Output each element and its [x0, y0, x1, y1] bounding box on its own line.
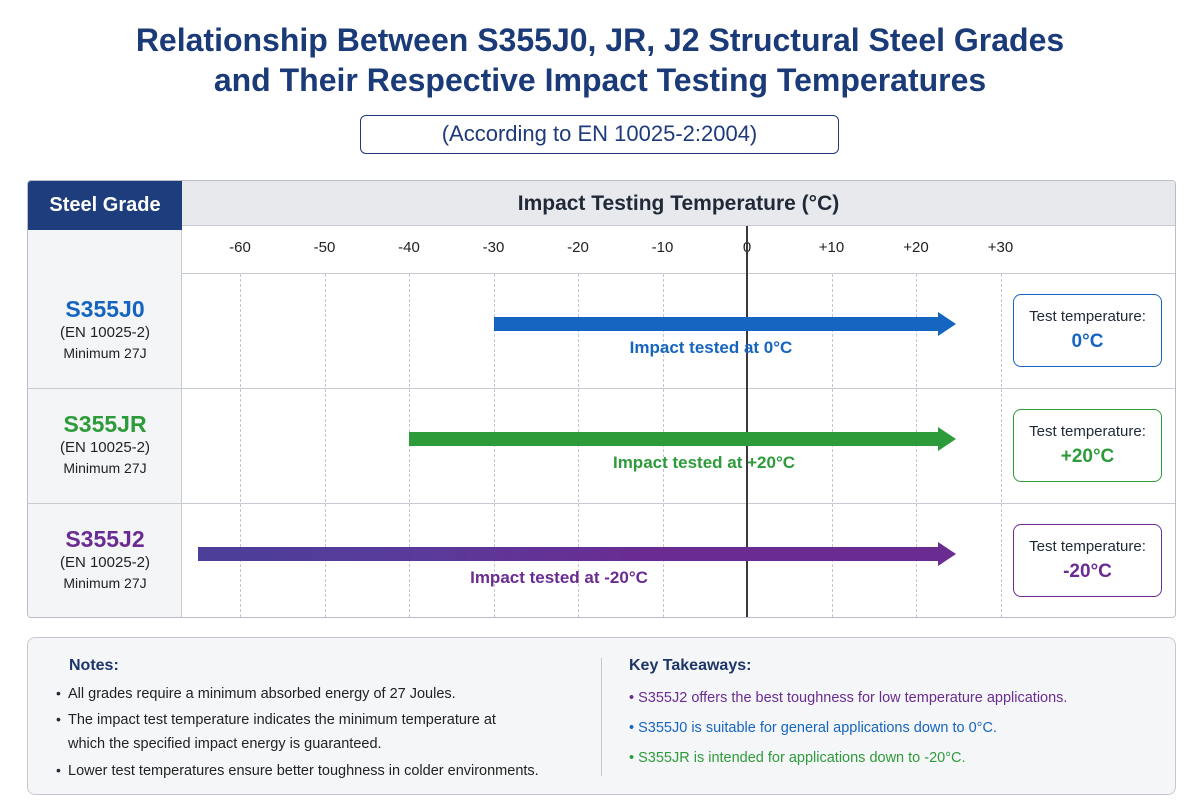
arrow-head: [938, 427, 956, 451]
tick-label: +20: [903, 239, 929, 256]
notes-heading: Notes:: [69, 657, 119, 674]
notes-panel: Notes: • All grades require a minimum ab…: [27, 637, 1176, 795]
note-item: All grades require a minimum absorbed en…: [68, 686, 456, 702]
zero-line: [746, 226, 748, 617]
bullet-icon: •: [56, 685, 61, 701]
title-line-1: Relationship Between S355J0, JR, J2 Stru…: [135, 22, 1065, 58]
arrow-shaft: [493, 317, 940, 331]
row-separator: [28, 388, 1175, 389]
bullet-icon: •: [56, 711, 61, 727]
takeaway-text: S355J2 offers the best toughness for low…: [638, 690, 1068, 706]
test-temperature-label: Test temperature:: [1029, 538, 1146, 555]
gridline: [324, 274, 326, 617]
grade-name: S355JR: [63, 411, 147, 437]
test-temperature-box: Test temperature: +20°C: [1013, 409, 1162, 482]
impact-label: Impact tested at 0°C: [629, 338, 793, 357]
test-temperature-label: Test temperature:: [1029, 423, 1146, 440]
tick-label: +30: [987, 239, 1014, 256]
title-line-2: and Their Respective Impact Testing Temp…: [213, 62, 987, 98]
grade-column: [28, 230, 182, 617]
test-temperature-box: Test temperature: 0°C: [1013, 294, 1162, 367]
bullet-icon: •: [56, 762, 61, 778]
impact-arrow: [197, 542, 956, 566]
bullet-icon: •: [629, 720, 639, 736]
tick-separator: [182, 273, 1175, 274]
grade-standard: (EN 10025-2): [59, 554, 151, 571]
impact-arrow: [409, 427, 956, 451]
grade-minimum: Minimum 27J: [63, 345, 147, 361]
note-item: Lower test temperatures ensure better to…: [68, 763, 539, 779]
gridline: [240, 274, 241, 617]
tick-label: -50: [313, 239, 336, 256]
takeaway-item: • S355JR is intended for applications do…: [629, 747, 966, 769]
takeaway-text: S355JR is intended for applications down…: [638, 750, 966, 766]
grade-standard: (EN 10025-2): [59, 439, 151, 456]
test-temperature-box: Test temperature: -20°C: [1013, 524, 1162, 597]
impact-arrow: [493, 312, 956, 336]
tick-label: -20: [567, 239, 589, 256]
tick-label: -40: [398, 239, 420, 256]
grade-header: Steel Grade: [28, 181, 182, 230]
arrow-head: [938, 312, 956, 336]
test-temperature-label: Test temperature:: [1029, 308, 1146, 325]
takeaway-text: S355J0 is suitable for general applicati…: [638, 720, 997, 736]
grade-cell: S355JR (EN 10025-2) Minimum 27J: [28, 410, 182, 478]
grade-name: S355J2: [65, 526, 145, 552]
row-separator: [28, 503, 1175, 504]
tick-label: -10: [651, 239, 674, 256]
arrow-shaft: [197, 547, 940, 561]
bullet-icon: •: [629, 690, 639, 706]
note-item: The impact test temperature indicates th…: [68, 712, 496, 752]
standard-subtitle: (According to EN 10025-2:2004): [360, 115, 839, 154]
takeaways-heading: Key Takeaways:: [629, 657, 752, 674]
test-temperature-value: 0°C: [1071, 331, 1104, 352]
grade-temperature-table: Impact Testing Temperature (°C) Steel Gr…: [27, 180, 1176, 618]
grade-cell: S355J2 (EN 10025-2) Minimum 27J: [28, 525, 182, 593]
grade-name: S355J0: [65, 296, 145, 322]
test-temperature-value: -20°C: [1063, 561, 1112, 582]
takeaway-item: • S355J2 offers the best toughness for l…: [629, 687, 1067, 709]
grade-standard: (EN 10025-2): [59, 324, 151, 341]
test-temperature-value: +20°C: [1060, 446, 1115, 467]
gridline: [1000, 274, 1002, 617]
impact-label: Impact tested at -20°C: [470, 568, 648, 587]
arrow-head: [938, 542, 956, 566]
impact-label: Impact tested at +20°C: [612, 453, 796, 472]
page-title: Relationship Between S355J0, JR, J2 Stru…: [0, 20, 1200, 100]
tick-label: +10: [818, 239, 845, 256]
grade-minimum: Minimum 27J: [63, 460, 147, 476]
grade-cell: S355J0 (EN 10025-2) Minimum 27J: [28, 295, 182, 363]
takeaway-item: • S355J0 is suitable for general applica…: [629, 717, 997, 739]
arrow-shaft: [409, 432, 940, 446]
bullet-icon: •: [629, 750, 639, 766]
notes-divider: [601, 658, 602, 776]
tick-label: -30: [482, 239, 505, 256]
tick-label: -60: [229, 239, 251, 256]
temperature-header: Impact Testing Temperature (°C): [182, 181, 1175, 226]
grade-minimum: Minimum 27J: [63, 575, 147, 591]
